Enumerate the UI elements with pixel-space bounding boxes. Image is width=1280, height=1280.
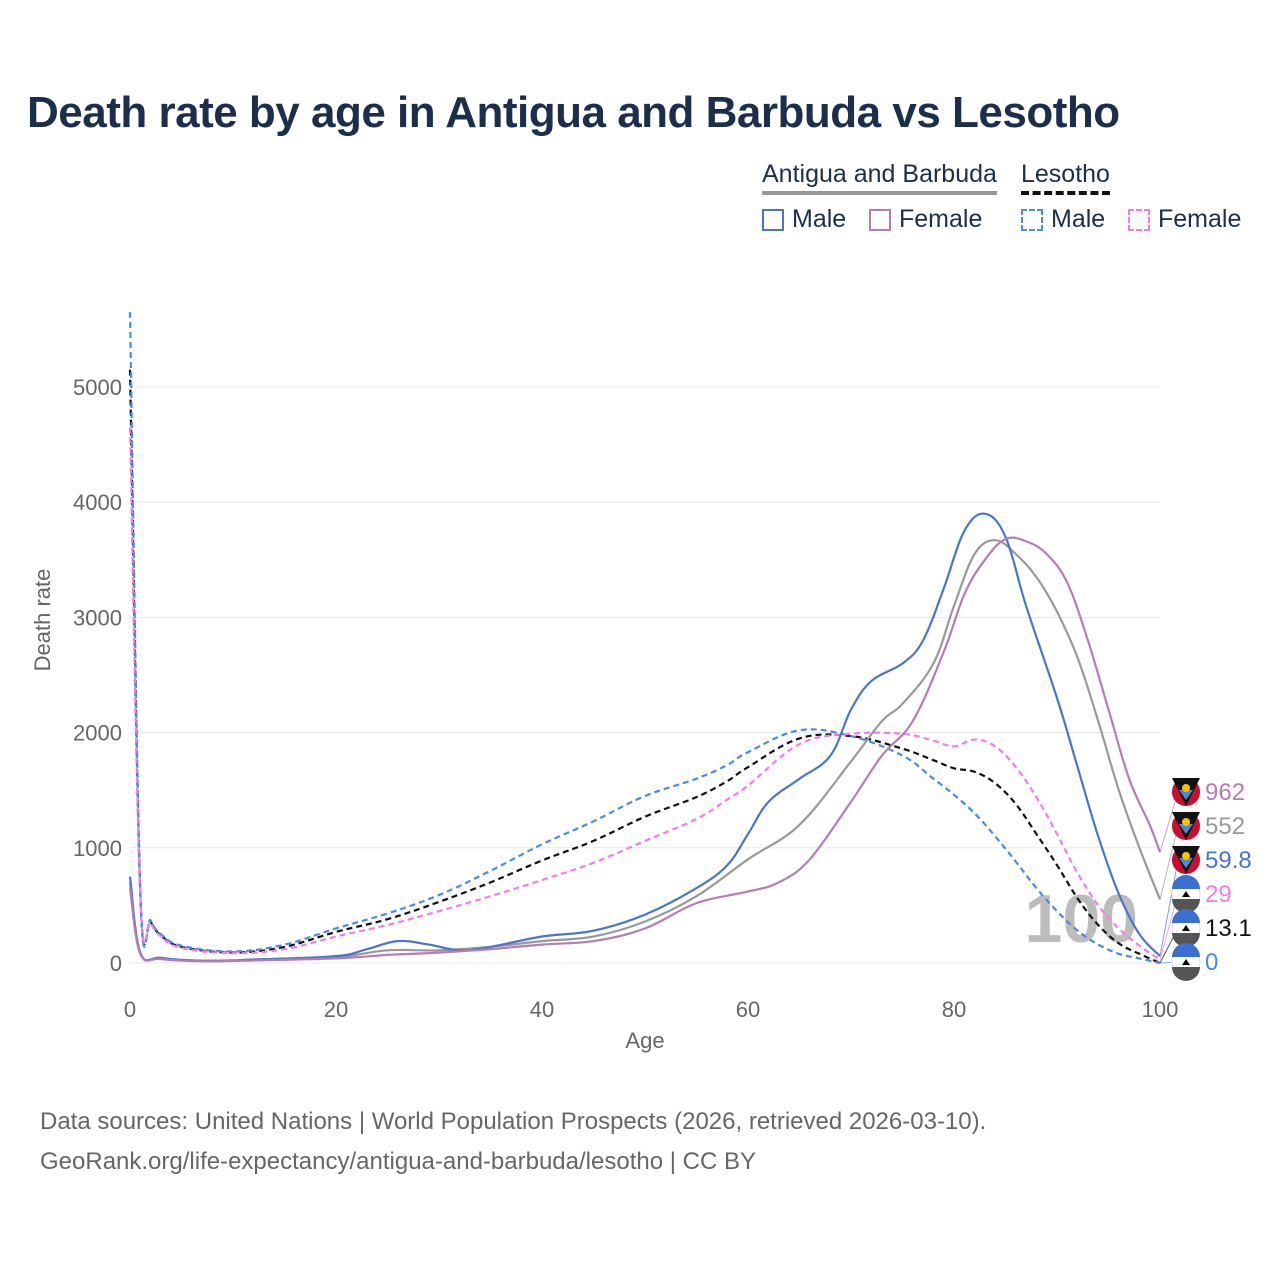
y-tick-label: 5000 bbox=[73, 375, 122, 400]
end-label-connector bbox=[1159, 825, 1179, 900]
legend-group-antigua[interactable]: Antigua and Barbuda bbox=[762, 160, 997, 195]
end-label-value: 0 bbox=[1205, 949, 1218, 976]
x-axis-label: Age bbox=[625, 1028, 664, 1053]
y-axis-ticks: 0 1000 2000 3000 4000 5000 bbox=[73, 375, 122, 976]
series-line-lesotho-total[interactable] bbox=[128, 369, 1161, 964]
series-line-lesotho-female[interactable] bbox=[128, 427, 1161, 961]
series-line-antigua-and-barbuda-total[interactable] bbox=[128, 539, 1162, 963]
x-tick-label: 40 bbox=[530, 997, 554, 1022]
x-tick-label: 20 bbox=[324, 997, 348, 1022]
legend-label: Female bbox=[1158, 205, 1242, 233]
legend-item-lesotho-male[interactable]: Male bbox=[1021, 205, 1105, 234]
legend-swatch-solid-blue bbox=[762, 208, 784, 231]
legend-item-antigua-female[interactable]: Female bbox=[869, 205, 982, 234]
y-tick-label: 1000 bbox=[73, 836, 122, 861]
x-tick-label: 0 bbox=[124, 997, 136, 1022]
end-label-value: 29 bbox=[1205, 881, 1232, 908]
x-tick-label: 60 bbox=[736, 997, 760, 1022]
end-labels: 962 552 59.8 29 13.1 0 bbox=[1159, 777, 1252, 981]
flag-lesotho-icon bbox=[1171, 943, 1201, 981]
series-line-antigua-and-barbuda-male[interactable] bbox=[128, 512, 1161, 962]
flag-antigua-icon bbox=[1171, 777, 1201, 807]
end-label-value: 13.1 bbox=[1205, 915, 1252, 942]
x-tick-label: 100 bbox=[1142, 997, 1179, 1022]
legend-label: Female bbox=[899, 205, 983, 233]
legend-swatch-solid-purple bbox=[869, 208, 891, 231]
x-tick-label: 80 bbox=[942, 997, 966, 1022]
flag-lesotho-icon bbox=[1171, 909, 1201, 947]
chart-title: Death rate by age in Antigua and Barbuda… bbox=[27, 88, 1120, 137]
x-axis-ticks: 0 20 40 60 80 100 bbox=[124, 997, 1178, 1022]
flag-antigua-icon bbox=[1171, 811, 1201, 841]
legend-item-antigua-male[interactable]: Male bbox=[762, 205, 846, 234]
legend-label: Male bbox=[1051, 205, 1106, 233]
legend-label: Male bbox=[792, 205, 847, 233]
legend-group-lesotho[interactable]: Lesotho bbox=[1021, 160, 1110, 195]
series-line-lesotho-male[interactable] bbox=[128, 312, 1161, 965]
series-lines bbox=[128, 312, 1162, 965]
y-tick-label: 2000 bbox=[73, 721, 122, 746]
legend-swatch-dashed-pink bbox=[1128, 208, 1150, 231]
flag-lesotho-icon bbox=[1171, 875, 1201, 913]
end-label-value: 962 bbox=[1205, 779, 1245, 806]
end-label-connector bbox=[1159, 859, 1179, 957]
footer-sources: Data sources: United Nations | World Pop… bbox=[40, 1108, 987, 1135]
legend-group-title: Antigua and Barbuda bbox=[762, 160, 997, 195]
legend-item-lesotho-female[interactable]: Female bbox=[1128, 205, 1241, 234]
y-tick-label: 4000 bbox=[73, 490, 122, 515]
y-tick-label: 3000 bbox=[73, 605, 122, 630]
series-line-antigua-and-barbuda-female[interactable] bbox=[128, 536, 1162, 963]
flag-antigua-icon bbox=[1171, 845, 1201, 875]
footer-link[interactable]: GeoRank.org/life-expectancy/antigua-and-… bbox=[40, 1148, 756, 1175]
y-tick-label: 0 bbox=[110, 951, 122, 976]
end-label-value: 59.8 bbox=[1205, 847, 1252, 874]
grid-lines bbox=[130, 386, 1160, 964]
end-label-connector bbox=[1159, 791, 1179, 853]
end-label-value: 552 bbox=[1205, 813, 1245, 840]
legend-group-title: Lesotho bbox=[1021, 160, 1110, 195]
y-axis-label: Death rate bbox=[30, 569, 55, 672]
legend-swatch-dashed-blue bbox=[1021, 208, 1043, 231]
